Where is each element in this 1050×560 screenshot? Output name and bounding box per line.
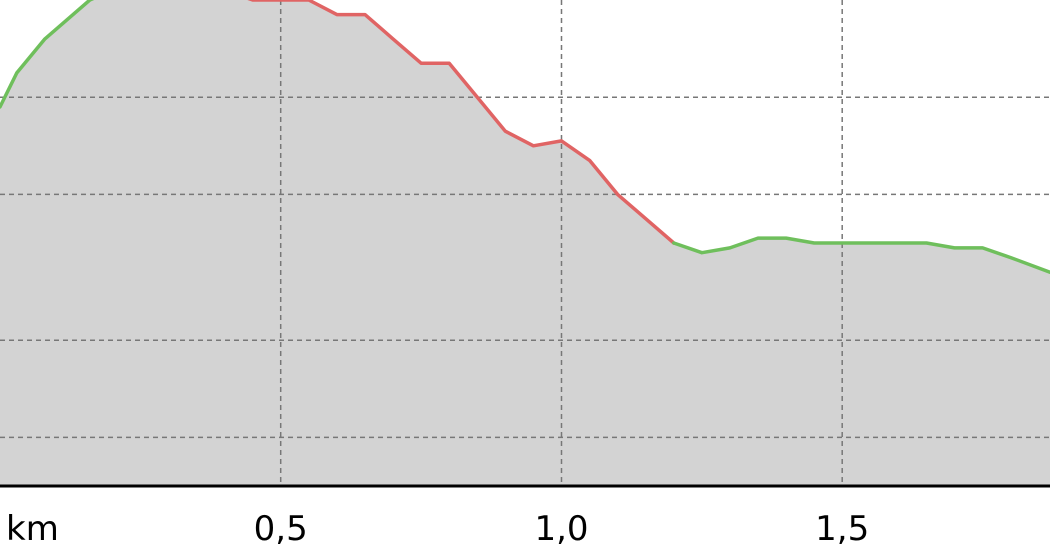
elevation-area — [0, 0, 1050, 486]
x-tick-label: 1,5 — [815, 509, 869, 549]
grid-layer — [0, 0, 1050, 486]
x-tick-label: 1,0 — [534, 509, 588, 549]
ascent-segment — [0, 0, 95, 109]
descent-segment — [247, 0, 676, 245]
x-tick-labels: km 0,5 1,0 1,5 — [6, 509, 869, 549]
x-axis-unit-label: km — [6, 509, 59, 549]
x-tick-label: 0,5 — [254, 509, 308, 549]
elevation-area-layer — [0, 0, 1050, 486]
elevation-line-layer — [0, 0, 1050, 274]
ascent-segment — [672, 236, 1050, 274]
